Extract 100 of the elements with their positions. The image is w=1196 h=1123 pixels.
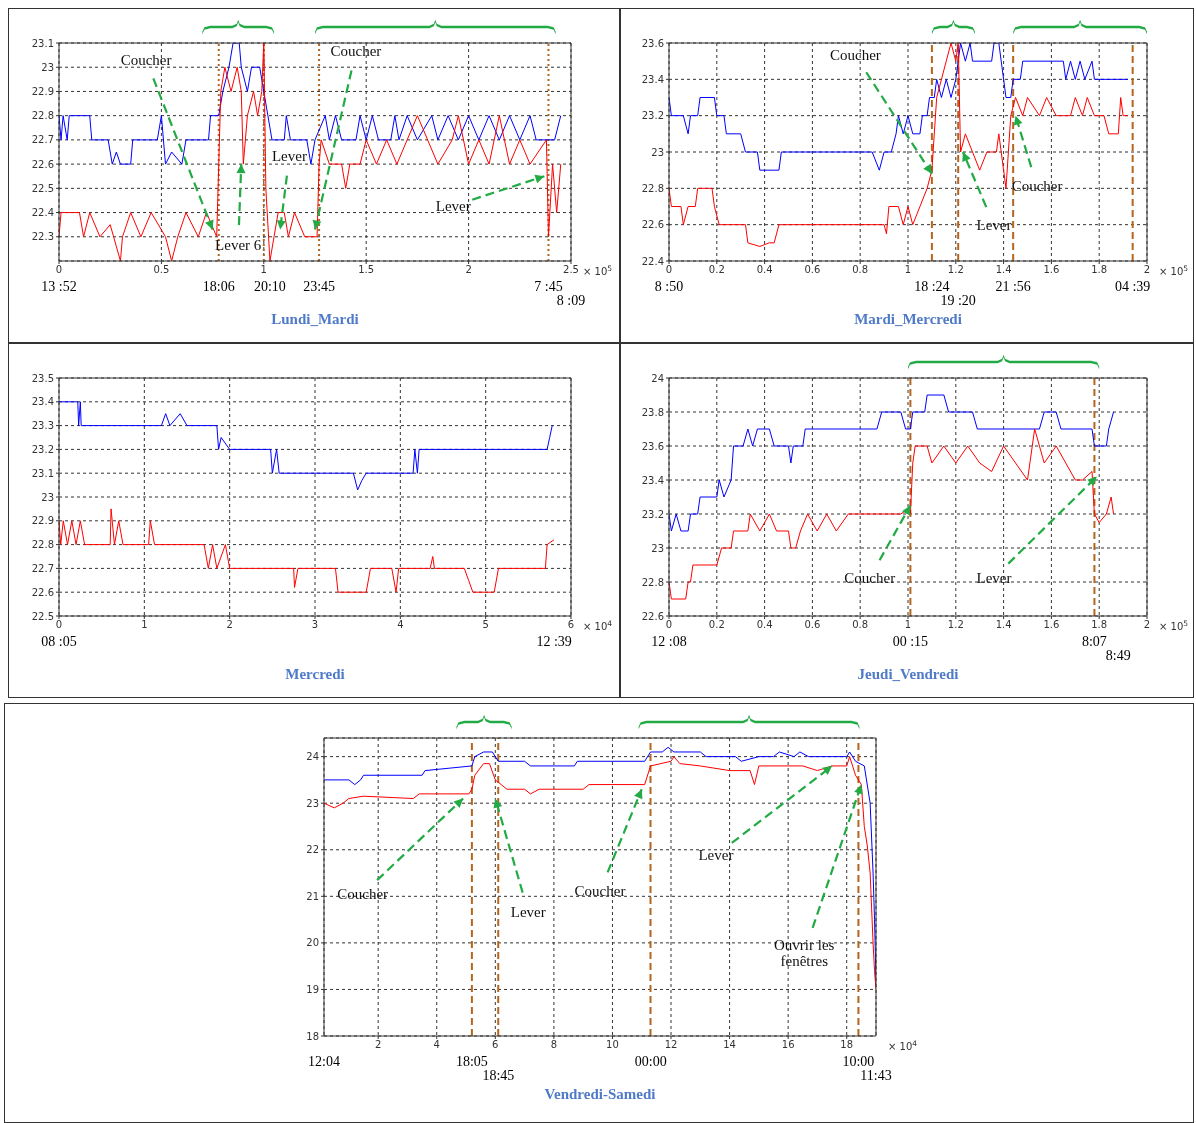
y-tick-label: 23.1 [31, 37, 54, 49]
y-tick-label: 22.4 [641, 255, 664, 267]
y-tick-label: 22.8 [641, 182, 664, 194]
x-tick-label: 1.6 [1043, 619, 1060, 631]
x-tick-label: 0 [55, 619, 63, 631]
x-tick-label: 0.6 [804, 619, 821, 631]
x-tick-label: 18 [840, 1039, 854, 1051]
line-series [59, 401, 553, 491]
x-tick-label: 4 [433, 1039, 440, 1051]
x-tick-label: 0 [665, 264, 673, 276]
line-series [59, 43, 562, 165]
y-tick-label: 23.1 [31, 467, 54, 479]
y-tick-label: 23 [41, 491, 54, 503]
y-tick-label: 22.4 [31, 207, 54, 219]
y-tick-label: 23.6 [641, 37, 664, 49]
x-axis-title: × 10$^{5}$ [1159, 618, 1189, 632]
y-tick-label: 23.3 [31, 420, 54, 432]
x-tick-label: 0.5 [153, 264, 170, 276]
y-tick-label: 22.6 [31, 158, 54, 170]
x-tick-label: 2 [465, 264, 472, 276]
text: Jeudi_Vendredi [857, 666, 959, 682]
y-tick-label: 23.8 [641, 406, 664, 418]
y-tick-label: 22.6 [641, 219, 664, 231]
text: 19 :20 [940, 293, 976, 308]
y-tick-label: 22.7 [31, 562, 54, 574]
x-tick-label: 2 [1143, 619, 1151, 631]
text: 00:00 [634, 1054, 667, 1069]
text: 12:04 [308, 1054, 340, 1069]
x-tick-label: 4 [397, 619, 404, 631]
line-series [59, 508, 555, 593]
text: 18:05 [455, 1054, 488, 1069]
y-tick-label: 20 [306, 937, 319, 949]
y-tick-label: 22.5 [31, 610, 54, 622]
text: Lundi_Mardi [271, 311, 359, 327]
y-tick-label: 24 [651, 372, 664, 384]
x-tick-label: 1.6 [1043, 264, 1060, 276]
x-tick-label: 5 [482, 619, 489, 631]
x-tick-label: 0.6 [804, 264, 821, 276]
x-tick-label: 8 [550, 1039, 558, 1051]
text: Mardi_Mercredi [854, 311, 962, 327]
text: 8:49 [1105, 648, 1131, 663]
line-series [669, 394, 1115, 532]
x-tick-label: 1.2 [947, 264, 964, 276]
y-tick-label: 23 [651, 146, 664, 158]
y-tick-label: 22.8 [31, 539, 54, 551]
annotation: Coucher [574, 882, 626, 899]
y-tick-label: 22.8 [641, 576, 664, 588]
x-tick-label: 1.2 [947, 619, 964, 631]
x-tick-label: 1.4 [995, 264, 1012, 276]
annotation: Lever [435, 197, 471, 214]
x-tick-label: 6 [567, 619, 575, 631]
y-tick-label: 22.6 [31, 586, 54, 598]
x-axis-title: × 10$^{5}$ [583, 263, 613, 277]
y-tick-label: 22.5 [31, 182, 54, 194]
y-tick-label: 23.4 [641, 474, 664, 486]
y-tick-label: 23.4 [31, 396, 54, 408]
y-tick-label: 22.9 [31, 85, 54, 97]
text: 23:45 [303, 279, 336, 294]
x-axis-title: × 10$^{4}$ [583, 618, 613, 632]
text: 21 :56 [995, 279, 1031, 294]
x-tick-label: 16 [781, 1039, 795, 1051]
text: 13 :52 [41, 279, 77, 294]
x-tick-label: 2 [374, 1039, 382, 1051]
text: 12 :08 [651, 634, 687, 649]
text: 00 :15 [892, 634, 929, 649]
line-series [669, 43, 1129, 247]
y-tick-label: 22 [306, 844, 319, 856]
x-tick-label: 14 [723, 1039, 736, 1051]
x-tick-label: 10 [606, 1039, 619, 1051]
annotation: Lever [510, 903, 546, 920]
y-tick-label: 23 [306, 797, 319, 809]
y-tick-label: 18 [306, 1030, 319, 1042]
text: 08 :05 [41, 634, 77, 649]
x-tick-label: 0 [55, 264, 63, 276]
y-tick-label: 22.9 [31, 515, 54, 527]
x-tick-label: 0.4 [756, 619, 773, 631]
text: 20:10 [254, 279, 286, 294]
y-tick-label: 23.2 [641, 110, 664, 122]
y-tick-label: 23.4 [641, 73, 664, 85]
annotation: Coucher [330, 43, 382, 60]
x-tick-label: 12 [664, 1039, 678, 1051]
x-tick-label: 0.8 [852, 619, 869, 631]
text: Mercredi [285, 666, 345, 682]
text: 11:43 [860, 1068, 892, 1083]
line-series [669, 428, 1115, 600]
y-tick-label: 23 [41, 61, 54, 73]
annotation: Coucher [1011, 178, 1063, 195]
line-series [669, 43, 1129, 171]
y-tick-label: 21 [306, 890, 319, 902]
x-tick-label: 0.4 [756, 264, 773, 276]
x-tick-label: 2 [226, 619, 233, 631]
x-tick-label: 1 [260, 264, 267, 276]
y-tick-label: 19 [306, 983, 319, 995]
text: 18:06 [202, 279, 235, 294]
text: Vendredi-Samedi [544, 1086, 656, 1102]
y-tick-label: 22.6 [641, 610, 664, 622]
text: 8 :50 [654, 279, 684, 294]
y-tick-label: 23.5 [31, 372, 54, 384]
y-tick-label: 23.2 [641, 508, 664, 520]
text: 7 :45 [534, 279, 563, 294]
